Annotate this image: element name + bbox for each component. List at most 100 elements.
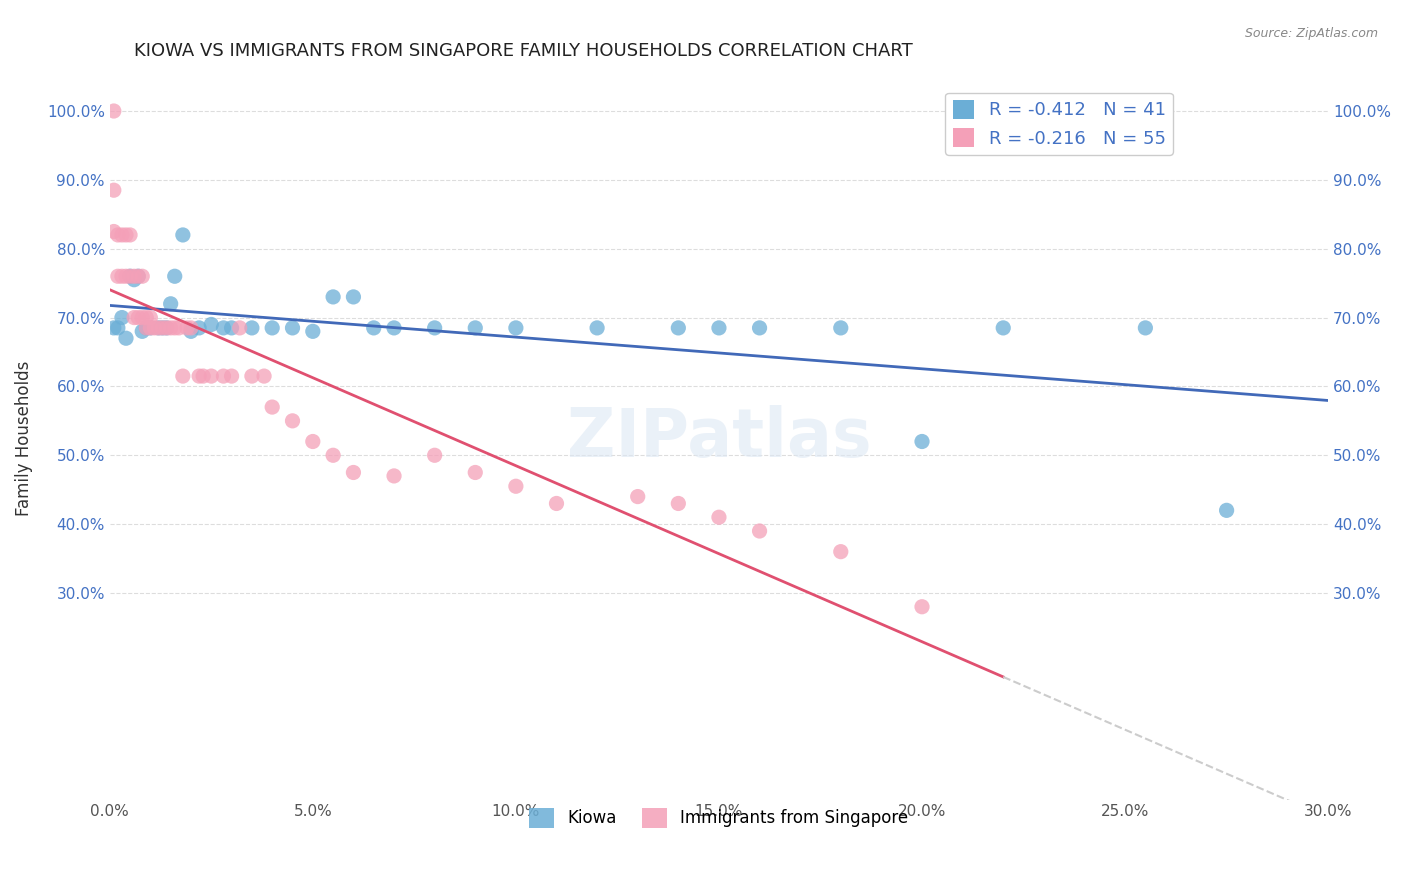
Point bbox=[172, 369, 194, 384]
Point bbox=[163, 269, 186, 284]
Point bbox=[127, 310, 149, 325]
Point bbox=[240, 369, 263, 384]
Point bbox=[200, 369, 222, 384]
Point bbox=[342, 466, 364, 480]
Point bbox=[1215, 503, 1237, 517]
Point bbox=[1135, 321, 1157, 335]
Point bbox=[139, 321, 162, 335]
Point bbox=[911, 434, 934, 449]
Point bbox=[111, 310, 134, 325]
Point bbox=[122, 269, 145, 284]
Point bbox=[139, 310, 162, 325]
Point bbox=[111, 269, 134, 284]
Point bbox=[281, 321, 304, 335]
Point bbox=[135, 321, 157, 335]
Point bbox=[122, 273, 145, 287]
Point bbox=[301, 324, 323, 338]
Point bbox=[103, 183, 125, 197]
Point bbox=[382, 469, 405, 483]
Point bbox=[666, 496, 689, 510]
Point bbox=[131, 310, 153, 325]
Point bbox=[301, 434, 323, 449]
Text: Source: ZipAtlas.com: Source: ZipAtlas.com bbox=[1244, 27, 1378, 40]
Point bbox=[107, 269, 129, 284]
Point bbox=[627, 490, 650, 504]
Point bbox=[122, 310, 145, 325]
Point bbox=[342, 290, 364, 304]
Point bbox=[163, 321, 186, 335]
Point bbox=[127, 269, 149, 284]
Point bbox=[135, 321, 157, 335]
Point bbox=[546, 496, 568, 510]
Point bbox=[322, 448, 344, 462]
Point bbox=[707, 510, 730, 524]
Point bbox=[135, 310, 157, 325]
Point bbox=[139, 321, 162, 335]
Point bbox=[107, 227, 129, 242]
Point bbox=[120, 269, 142, 284]
Point bbox=[212, 369, 235, 384]
Point bbox=[830, 544, 852, 558]
Point bbox=[707, 321, 730, 335]
Point bbox=[191, 369, 214, 384]
Point bbox=[115, 227, 138, 242]
Point bbox=[993, 321, 1015, 335]
Point bbox=[155, 321, 177, 335]
Point bbox=[188, 321, 211, 335]
Point bbox=[748, 524, 770, 538]
Point bbox=[127, 269, 149, 284]
Point bbox=[152, 321, 174, 335]
Point bbox=[423, 321, 446, 335]
Point bbox=[120, 269, 142, 284]
Text: ZIPatlas: ZIPatlas bbox=[567, 405, 872, 471]
Point bbox=[240, 321, 263, 335]
Point bbox=[131, 269, 153, 284]
Point bbox=[115, 331, 138, 345]
Point bbox=[464, 321, 486, 335]
Point bbox=[103, 225, 125, 239]
Legend: Kiowa, Immigrants from Singapore: Kiowa, Immigrants from Singapore bbox=[523, 801, 915, 835]
Point bbox=[180, 321, 202, 335]
Point bbox=[322, 290, 344, 304]
Point bbox=[107, 321, 129, 335]
Point bbox=[423, 448, 446, 462]
Point bbox=[382, 321, 405, 335]
Point bbox=[212, 321, 235, 335]
Point bbox=[176, 321, 198, 335]
Point bbox=[281, 414, 304, 428]
Point bbox=[505, 321, 527, 335]
Point bbox=[221, 321, 243, 335]
Point bbox=[115, 269, 138, 284]
Point bbox=[148, 321, 170, 335]
Text: KIOWA VS IMMIGRANTS FROM SINGAPORE FAMILY HOUSEHOLDS CORRELATION CHART: KIOWA VS IMMIGRANTS FROM SINGAPORE FAMIL… bbox=[134, 42, 912, 60]
Point bbox=[505, 479, 527, 493]
Point bbox=[143, 321, 166, 335]
Point bbox=[159, 321, 181, 335]
Point bbox=[464, 466, 486, 480]
Point bbox=[586, 321, 609, 335]
Point bbox=[830, 321, 852, 335]
Point bbox=[111, 227, 134, 242]
Point bbox=[200, 318, 222, 332]
Point bbox=[120, 227, 142, 242]
Point bbox=[152, 321, 174, 335]
Point bbox=[363, 321, 385, 335]
Point bbox=[172, 227, 194, 242]
Point bbox=[155, 321, 177, 335]
Point bbox=[262, 321, 284, 335]
Point bbox=[911, 599, 934, 614]
Point bbox=[103, 321, 125, 335]
Point bbox=[188, 369, 211, 384]
Point bbox=[131, 324, 153, 338]
Point bbox=[748, 321, 770, 335]
Point bbox=[180, 324, 202, 338]
Point bbox=[103, 103, 125, 118]
Point bbox=[159, 297, 181, 311]
Point bbox=[221, 369, 243, 384]
Point bbox=[148, 321, 170, 335]
Point bbox=[253, 369, 276, 384]
Point bbox=[262, 400, 284, 414]
Point bbox=[228, 321, 250, 335]
Point bbox=[167, 321, 190, 335]
Y-axis label: Family Households: Family Households bbox=[15, 360, 32, 516]
